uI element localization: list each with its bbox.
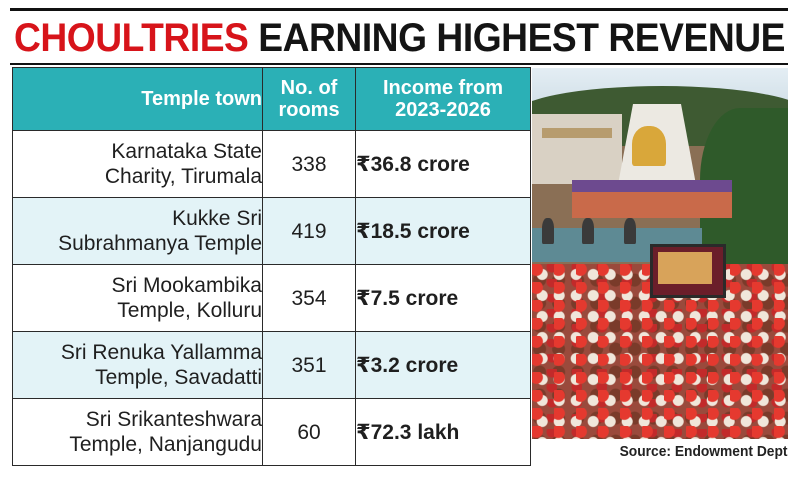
header-temple-town: Temple town — [12, 67, 263, 131]
temple-town-cell: Karnataka State Charity, Tirumala — [12, 130, 263, 198]
photo-hall — [572, 192, 732, 218]
source-credit: Source: Endowment Dept — [620, 443, 788, 460]
income-cell: ₹3.2 crore — [355, 331, 531, 399]
photo-roof — [572, 180, 732, 192]
header-income: Income from 2023-2026 — [355, 67, 531, 131]
rooms-cell: 354 — [262, 264, 356, 332]
temple-town-cell: Kukke Sri Subrahmanya Temple — [12, 197, 263, 265]
table-row: Sri Mookambika Temple, Kolluru 354 ₹7.5 c… — [12, 264, 531, 332]
table-row: Kukke Sri Subrahmanya Temple 419 ₹18.5 cr… — [12, 197, 531, 265]
table-row: Sri Srikanteshwara Temple, Nanjangudu 60 … — [12, 398, 531, 466]
photo-screen-image — [658, 252, 712, 284]
header-rooms: No. of rooms — [262, 67, 356, 131]
top-rule — [10, 8, 788, 11]
photo-golden-vimana — [632, 126, 666, 166]
temple-town-cell: Sri Srikanteshwara Temple, Nanjangudu — [12, 398, 263, 466]
photo-building — [532, 114, 622, 184]
rooms-cell: 419 — [262, 197, 356, 265]
table-row: Karnataka State Charity, Tirumala 338 ₹36… — [12, 130, 531, 198]
income-cell: ₹36.8 crore — [355, 130, 531, 198]
income-cell: ₹18.5 crore — [355, 197, 531, 265]
temple-town-cell: Sri Renuka Yallamma Temple, Savadatti — [12, 331, 263, 399]
table-header-row: Temple town No. of rooms Income from 2023-… — [12, 67, 531, 131]
rooms-cell: 338 — [262, 130, 356, 198]
headline-rule — [10, 63, 788, 65]
photo-building-band — [542, 128, 612, 138]
photo-urn — [542, 218, 554, 244]
temple-town-cell: Sri Mookambika Temple, Kolluru — [12, 264, 263, 332]
rooms-cell: 60 — [262, 398, 356, 466]
photo-urn — [582, 218, 594, 244]
photo-urn — [624, 218, 636, 244]
temple-photo — [532, 68, 788, 439]
income-cell: ₹7.5 crore — [355, 264, 531, 332]
income-cell: ₹72.3 lakh — [355, 398, 531, 466]
table-row: Sri Renuka Yallamma Temple, Savadatti 351… — [12, 331, 531, 399]
revenue-table: Temple town No. of rooms Income from 2023-… — [12, 67, 531, 466]
rooms-cell: 351 — [262, 331, 356, 399]
headline: CHOULTRIES EARNING HIGHEST REVENUE — [14, 14, 785, 62]
headline-highlight: CHOULTRIES — [14, 16, 249, 60]
headline-rest: EARNING HIGHEST REVENUE — [258, 16, 785, 60]
